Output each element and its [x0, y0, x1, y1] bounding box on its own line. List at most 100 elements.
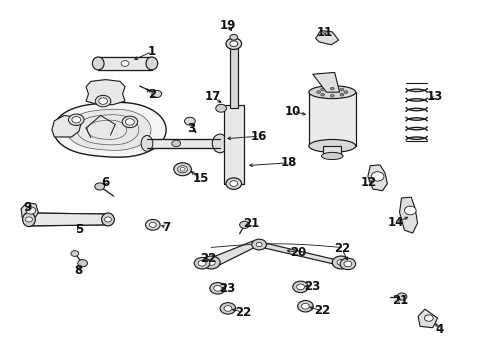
Circle shape: [229, 41, 237, 46]
Text: 4: 4: [434, 323, 443, 336]
Circle shape: [239, 221, 249, 228]
Polygon shape: [224, 105, 243, 184]
Text: 22: 22: [333, 242, 349, 255]
Text: 6: 6: [101, 176, 109, 189]
Polygon shape: [229, 45, 237, 108]
Circle shape: [343, 91, 347, 94]
Ellipse shape: [141, 135, 153, 151]
Circle shape: [125, 119, 134, 125]
Text: 23: 23: [303, 280, 319, 293]
Polygon shape: [52, 116, 81, 137]
Circle shape: [224, 306, 231, 311]
Circle shape: [320, 93, 324, 96]
Polygon shape: [323, 146, 340, 156]
Polygon shape: [77, 115, 139, 145]
Polygon shape: [87, 120, 126, 139]
Text: 11: 11: [316, 26, 332, 39]
Circle shape: [180, 167, 184, 171]
Text: 23: 23: [219, 282, 235, 295]
Text: 14: 14: [386, 216, 403, 229]
Polygon shape: [315, 31, 338, 45]
Circle shape: [213, 285, 221, 291]
Circle shape: [343, 261, 351, 267]
Polygon shape: [308, 92, 355, 146]
Circle shape: [330, 87, 333, 90]
Polygon shape: [367, 165, 386, 191]
Circle shape: [173, 163, 191, 176]
Text: 18: 18: [280, 156, 296, 169]
Circle shape: [320, 88, 324, 91]
Circle shape: [370, 172, 383, 181]
Circle shape: [229, 181, 237, 186]
Circle shape: [220, 303, 235, 314]
Text: 21: 21: [242, 217, 259, 230]
Circle shape: [339, 88, 343, 91]
Circle shape: [145, 220, 160, 230]
Ellipse shape: [22, 212, 35, 226]
Ellipse shape: [146, 57, 158, 70]
Circle shape: [149, 222, 156, 227]
Circle shape: [26, 207, 36, 214]
Text: 13: 13: [426, 90, 442, 103]
Ellipse shape: [212, 134, 227, 153]
Circle shape: [215, 104, 226, 112]
Circle shape: [122, 116, 138, 128]
Circle shape: [121, 60, 129, 66]
Polygon shape: [53, 102, 166, 157]
Circle shape: [209, 283, 225, 294]
Polygon shape: [264, 243, 345, 267]
Circle shape: [331, 256, 349, 269]
Text: 3: 3: [186, 122, 195, 135]
Circle shape: [296, 284, 304, 290]
Circle shape: [225, 178, 241, 189]
Ellipse shape: [308, 86, 355, 99]
Polygon shape: [147, 139, 220, 148]
Ellipse shape: [92, 57, 104, 70]
Ellipse shape: [102, 213, 114, 226]
Circle shape: [330, 94, 333, 97]
Text: 22: 22: [200, 252, 216, 265]
Circle shape: [225, 38, 241, 49]
Text: 20: 20: [289, 246, 305, 259]
Text: 21: 21: [391, 294, 408, 307]
Circle shape: [207, 260, 215, 265]
Ellipse shape: [321, 152, 342, 159]
Circle shape: [316, 91, 320, 94]
Circle shape: [25, 217, 32, 222]
Circle shape: [424, 315, 432, 321]
Circle shape: [95, 95, 111, 107]
Circle shape: [171, 140, 180, 147]
Text: 17: 17: [204, 90, 221, 103]
Circle shape: [194, 257, 209, 269]
Circle shape: [104, 217, 111, 222]
Text: 22: 22: [235, 306, 251, 319]
Circle shape: [251, 239, 266, 250]
Circle shape: [78, 260, 87, 267]
Text: 5: 5: [75, 222, 82, 236]
Polygon shape: [66, 109, 151, 150]
Polygon shape: [21, 203, 38, 219]
Circle shape: [71, 251, 79, 256]
Text: 15: 15: [192, 172, 208, 185]
Ellipse shape: [308, 139, 355, 152]
Text: 1: 1: [147, 45, 156, 58]
Circle shape: [297, 301, 313, 312]
Text: 7: 7: [162, 221, 170, 234]
Circle shape: [68, 114, 84, 126]
Circle shape: [95, 183, 104, 190]
Polygon shape: [417, 309, 437, 328]
Polygon shape: [86, 80, 125, 105]
Circle shape: [396, 293, 406, 300]
Circle shape: [184, 117, 195, 125]
Circle shape: [292, 281, 308, 293]
Text: 8: 8: [75, 264, 82, 277]
Text: 12: 12: [360, 176, 376, 189]
Circle shape: [404, 206, 415, 215]
Polygon shape: [29, 213, 108, 226]
Polygon shape: [399, 197, 417, 233]
Text: 2: 2: [147, 88, 156, 101]
Circle shape: [202, 256, 220, 269]
Circle shape: [339, 93, 343, 96]
Circle shape: [256, 242, 262, 247]
Circle shape: [336, 260, 344, 265]
